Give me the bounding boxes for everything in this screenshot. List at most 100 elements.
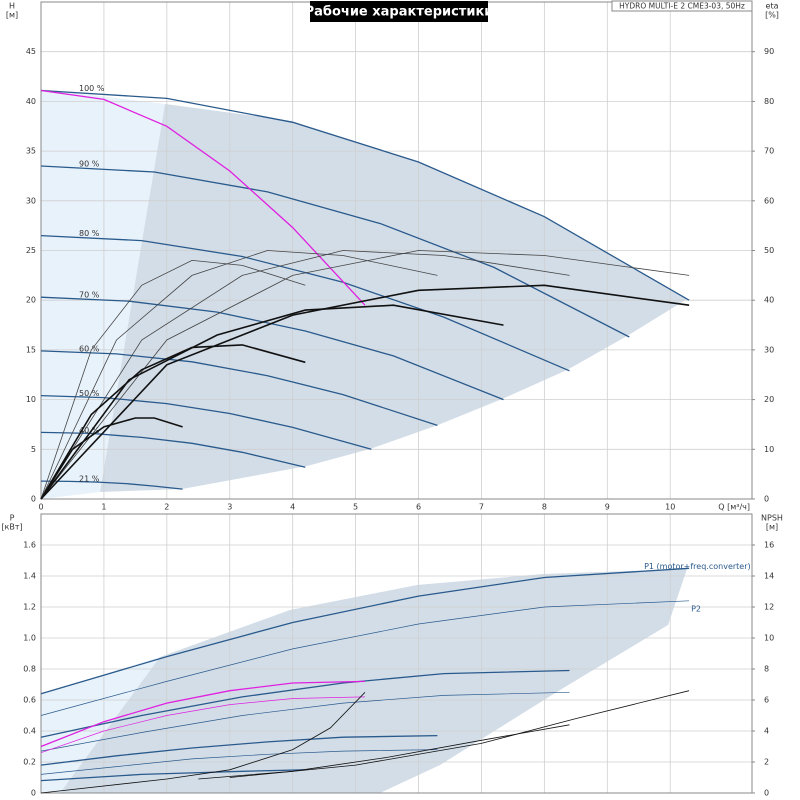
curve	[40, 480, 183, 490]
y2-axis-unit: [%]	[765, 11, 779, 20]
y2-tick-label: 70	[764, 147, 774, 156]
y2-tick-label: 0	[764, 495, 769, 504]
curve-label: 21 %	[79, 475, 100, 484]
curve	[40, 259, 306, 500]
y-tick-label: 0	[31, 789, 36, 798]
curve	[40, 350, 438, 427]
curve	[40, 89, 366, 306]
curve-label: 70 %	[79, 291, 100, 300]
y2-axis-unit: [м]	[766, 523, 778, 532]
curve-label: 90 %	[79, 160, 100, 169]
y2-axis-label: eta	[766, 2, 779, 11]
y-axis-label: P	[10, 514, 15, 523]
curve	[40, 734, 438, 766]
y-tick-label: 0.4	[23, 727, 36, 736]
y-tick-label: 0.8	[23, 665, 36, 674]
y2-tick-label: 10	[764, 445, 774, 454]
curve	[40, 304, 504, 500]
y-tick-label: 45	[26, 47, 36, 56]
curve	[40, 250, 570, 500]
curve-label: 60 %	[79, 344, 100, 353]
x-tick-label: 10	[665, 503, 675, 512]
x-tick-label: 7	[479, 503, 484, 512]
operating-range	[60, 569, 687, 793]
y2-tick-label: 30	[764, 345, 774, 354]
x-axis-label: Q [м³/ч]	[718, 503, 750, 512]
y2-tick-label: 10	[764, 634, 774, 643]
curve	[40, 89, 690, 301]
y-tick-label: 20	[26, 296, 36, 305]
y-tick-label: 5	[31, 445, 36, 454]
model-label: HYDRO MULTI-E 2 CME3-03, 50Hz	[619, 2, 745, 11]
chart-title: Рабочие характеристики	[305, 5, 494, 20]
curve	[40, 749, 438, 775]
y-tick-label: 1.0	[23, 634, 36, 643]
curve-label: P1 (motor+freq.converter)	[644, 562, 751, 571]
y2-tick-label: 4	[764, 727, 769, 736]
y-axis-label: H	[9, 2, 15, 11]
y2-tick-label: 8	[764, 665, 769, 674]
curve-label: 50 %	[79, 389, 100, 398]
curve	[40, 692, 366, 794]
x-tick-label: 5	[353, 503, 358, 512]
y2-tick-label: 20	[764, 395, 774, 404]
curve	[40, 344, 306, 500]
title-box	[310, 1, 488, 22]
curve	[40, 696, 366, 754]
y-tick-label: 15	[26, 345, 36, 354]
y-tick-label: 30	[26, 196, 36, 205]
y2-tick-label: 16	[764, 541, 774, 550]
curve-label: P2	[691, 604, 701, 613]
curve	[40, 296, 504, 401]
curve	[229, 690, 690, 778]
y-tick-label: 1.6	[23, 541, 36, 550]
curve	[198, 724, 570, 780]
curve	[40, 250, 438, 500]
curve	[40, 234, 570, 372]
curve	[40, 394, 372, 450]
y-axis-unit: [м]	[6, 11, 18, 20]
layers: 0 1 2 3 4 5 6 7 8 9 100510152025303540450102030405…	[1, 1, 783, 798]
y2-tick-label: 90	[764, 47, 774, 56]
curve	[40, 600, 690, 716]
y2-tick-label: 2	[764, 758, 769, 767]
y2-tick-label: 12	[764, 603, 774, 612]
y-tick-label: 0.6	[23, 696, 36, 705]
x-tick-label: 1	[101, 503, 106, 512]
curve	[40, 669, 570, 738]
curve	[40, 417, 183, 500]
curve	[40, 680, 366, 748]
curve-label: 40 %	[79, 426, 100, 435]
y-tick-label: 1.4	[23, 572, 36, 581]
y2-tick-label: 50	[764, 246, 774, 255]
y2-tick-label: 60	[764, 196, 774, 205]
y-tick-label: 25	[26, 246, 36, 255]
y-axis-unit: [кВт]	[1, 523, 22, 532]
y2-tick-label: 6	[764, 696, 769, 705]
y2-axis-label: NPSH	[761, 514, 783, 523]
curve	[40, 250, 690, 500]
y2-tick-label: 40	[764, 296, 774, 305]
x-tick-label: 6	[416, 503, 421, 512]
y2-tick-label: 0	[764, 789, 769, 798]
curve	[40, 284, 690, 500]
y-tick-label: 0	[31, 495, 36, 504]
x-tick-label: 9	[605, 503, 610, 512]
x-tick-label: 0	[38, 503, 43, 512]
x-tick-label: 4	[290, 503, 295, 512]
operating-range	[100, 104, 687, 492]
y-tick-label: 0.2	[23, 758, 36, 767]
curve	[40, 165, 630, 338]
y-tick-label: 40	[26, 97, 36, 106]
curve	[40, 769, 306, 782]
x-tick-label: 8	[542, 503, 547, 512]
curve	[40, 691, 570, 752]
plot-frame	[40, 513, 753, 794]
x-tick-label: 3	[227, 503, 232, 512]
y-tick-label: 1.2	[23, 603, 36, 612]
y-tick-label: 35	[26, 147, 36, 156]
y2-tick-label: 14	[764, 572, 774, 581]
model-box	[611, 0, 753, 12]
y2-tick-label: 80	[764, 97, 774, 106]
